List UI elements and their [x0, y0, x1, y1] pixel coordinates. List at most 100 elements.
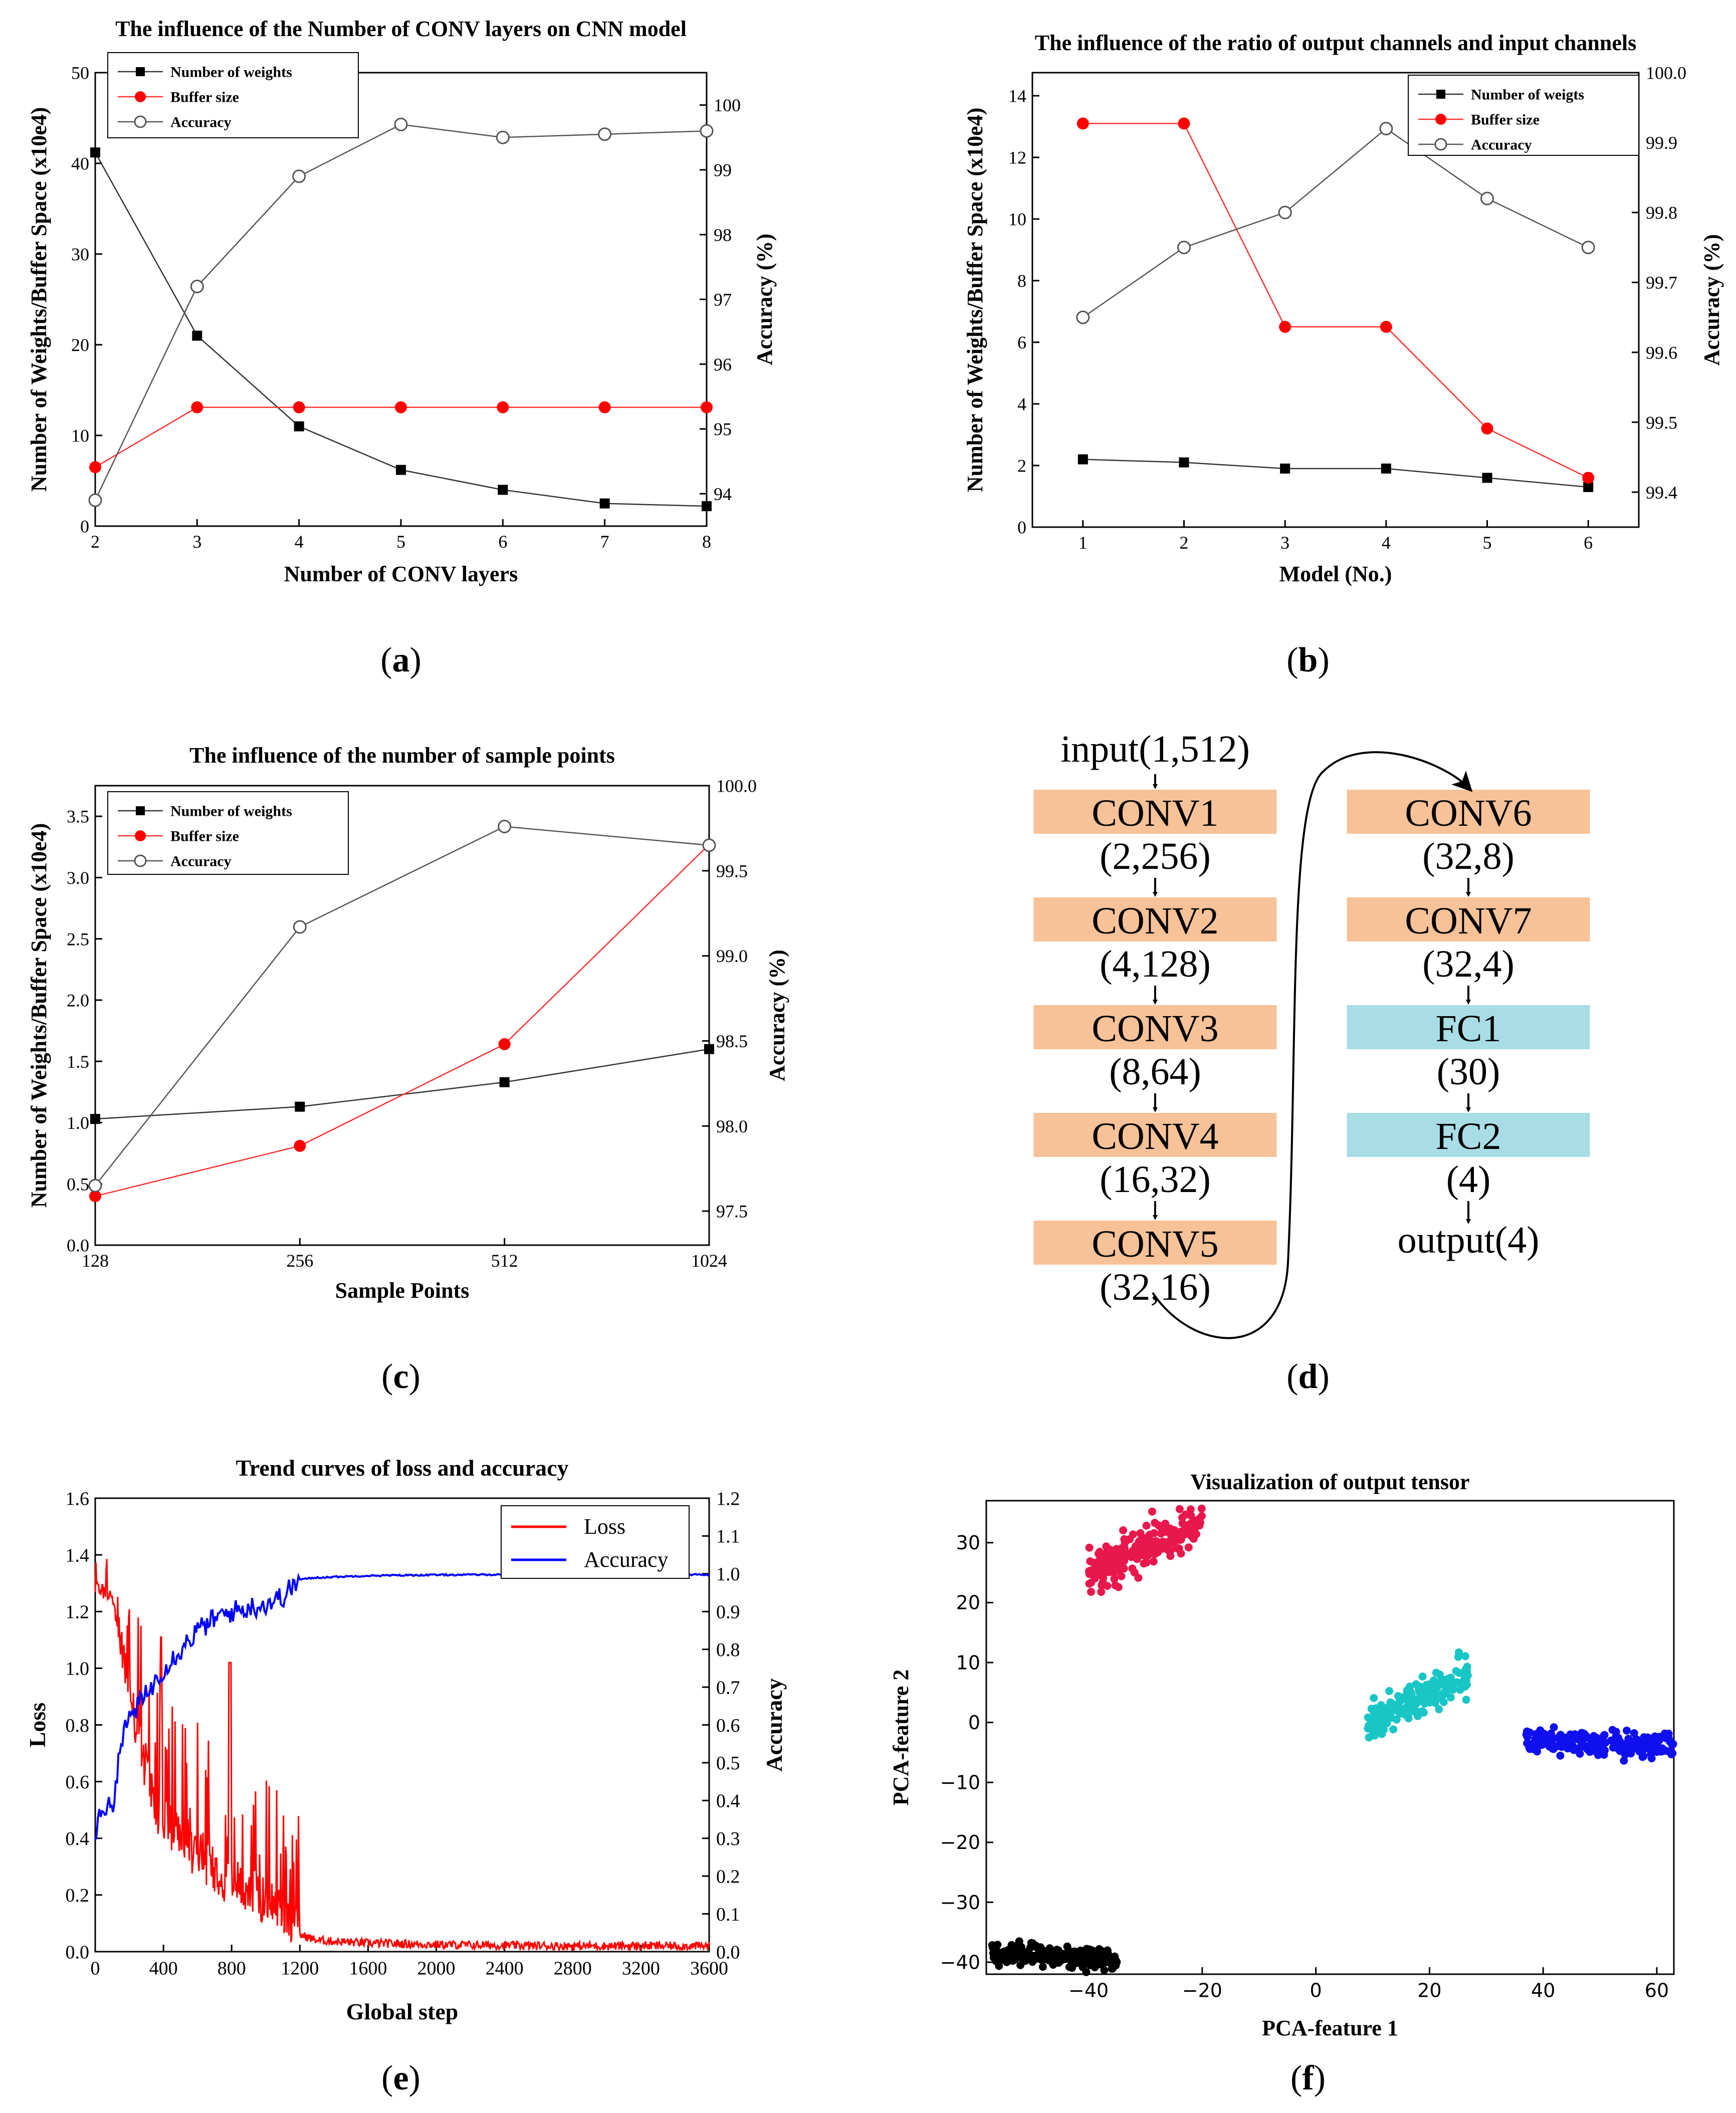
- y-tick-label: 10: [1008, 209, 1026, 229]
- x-tick-label: 3600: [690, 1958, 728, 1979]
- y-tick-label: 0.5: [67, 1174, 89, 1194]
- scatter-point: [1420, 1686, 1429, 1695]
- plot-frame: [94, 785, 710, 1246]
- y2-tick-label: 0.0: [716, 1942, 740, 1963]
- layer-box: [1347, 897, 1590, 942]
- data-point-square: [294, 421, 304, 431]
- panel-label-paren: ): [409, 1357, 420, 1396]
- data-point-open-circle: [190, 280, 204, 294]
- x-tick-label: 128: [82, 1251, 109, 1271]
- data-point-open-circle: [88, 1179, 102, 1193]
- y-tick-label: 20: [71, 335, 89, 355]
- scatter-point: [1556, 1751, 1565, 1760]
- data-point-square: [396, 464, 406, 475]
- plot-frame: [985, 1500, 1675, 1975]
- y-tick-label: 0: [1017, 518, 1026, 538]
- scatter-point: [1150, 1550, 1159, 1558]
- scatter-point: [1134, 1574, 1143, 1582]
- scatter-point: [1120, 1564, 1128, 1573]
- data-point-square: [499, 1077, 510, 1087]
- scatter-point: [1381, 1705, 1390, 1714]
- scatter-point: [1522, 1731, 1531, 1739]
- y-tick-label: 0: [968, 1712, 980, 1734]
- y2-tick-label: 94: [714, 484, 732, 504]
- x-tick-label: 1200: [281, 1958, 319, 1979]
- legend-label: Number of weights: [170, 803, 292, 820]
- scatter-point: [1460, 1671, 1469, 1680]
- legend-label: Number of weigts: [1471, 87, 1584, 103]
- scatter-point: [1149, 1557, 1158, 1566]
- panel-label: (c): [381, 1357, 420, 1396]
- scatter-point: [1157, 1523, 1165, 1531]
- scatter-point: [1140, 1559, 1148, 1568]
- layer-box: [1033, 1113, 1277, 1157]
- y-tick-label: −20: [940, 1831, 980, 1853]
- y-tick-label: 10: [956, 1652, 980, 1674]
- scatter-point: [1560, 1734, 1568, 1743]
- scatter-point: [1049, 1950, 1058, 1959]
- data-point-circle: [1435, 114, 1446, 125]
- scatter-point: [1549, 1745, 1558, 1753]
- y2-tick-label: 99: [714, 160, 732, 180]
- scatter-point: [1097, 1588, 1106, 1596]
- data-point-circle: [1178, 117, 1190, 130]
- scatter-point: [1100, 1566, 1108, 1574]
- scatter-point: [1016, 1961, 1025, 1969]
- scatter-point: [1146, 1530, 1154, 1539]
- scatter-point: [1110, 1575, 1119, 1583]
- scatter-point: [1111, 1581, 1120, 1589]
- layer-name: CONV2: [1092, 900, 1218, 942]
- data-point-open-circle: [598, 127, 612, 141]
- x-tick-label: 256: [286, 1251, 313, 1271]
- x-tick-label: 2: [91, 532, 100, 552]
- scatter-point: [1653, 1736, 1661, 1745]
- data-point-open-circle: [496, 130, 510, 144]
- series-line-1: [1082, 123, 1589, 479]
- data-point-open-circle: [700, 124, 714, 138]
- scatter-point: [1178, 1528, 1187, 1537]
- y2-tick-label: 97: [714, 290, 732, 310]
- scatter-point: [1661, 1734, 1670, 1742]
- y-tick-label: −30: [940, 1892, 980, 1914]
- panel-label-paren: ): [1318, 641, 1329, 679]
- data-point-circle: [1076, 117, 1089, 130]
- scatter-point: [1399, 1706, 1407, 1715]
- y2-tick-label: 0.1: [716, 1904, 740, 1925]
- scatter-point: [1087, 1587, 1096, 1596]
- series-line-loss: [94, 1559, 710, 1953]
- data-point-square: [1381, 463, 1391, 474]
- y-axis-label: PCA-feature 2: [889, 1670, 913, 1806]
- y-tick-label: 4: [1017, 394, 1026, 414]
- chart-panel-c: The influence of the number of sample po…: [27, 743, 789, 1303]
- data-point-open-circle: [1480, 191, 1494, 205]
- y-tick-label: 1.0: [66, 1659, 90, 1680]
- data-point-open-circle: [702, 838, 716, 852]
- scatter-point: [1424, 1680, 1433, 1689]
- layer-shape: (32,16): [1100, 1266, 1211, 1308]
- y2-tick-label: 99.5: [716, 861, 748, 881]
- data-point-square: [90, 1114, 100, 1124]
- y-axis-label: Loss: [25, 1703, 50, 1747]
- scatter-point: [1630, 1729, 1638, 1737]
- layer-box: [1033, 897, 1277, 942]
- scatter-point: [1378, 1730, 1386, 1738]
- scatter-point: [1187, 1523, 1195, 1532]
- scatter-point: [1432, 1681, 1441, 1690]
- y-tick-label: −40: [940, 1951, 980, 1973]
- layer-shape: (2,256): [1100, 835, 1211, 877]
- x-axis-label: PCA-feature 1: [1262, 2016, 1398, 2040]
- scatter-point: [1456, 1686, 1464, 1694]
- layer-box: [1033, 1005, 1277, 1049]
- layer-shape: (16,32): [1100, 1158, 1211, 1201]
- data-point-circle: [89, 1190, 101, 1203]
- layer-shape: (32,4): [1422, 943, 1514, 985]
- y-tick-label: 2.5: [67, 929, 89, 949]
- y2-tick-label: 98: [714, 225, 732, 245]
- legend-label: Buffer size: [170, 828, 239, 845]
- series-line-1: [95, 844, 710, 1197]
- layer-name: CONV3: [1092, 1008, 1218, 1050]
- y2-tick-label: 100.0: [716, 776, 757, 796]
- scatter-point: [1091, 1954, 1100, 1962]
- data-point-circle: [1380, 321, 1392, 333]
- y2-axis-label: Accuracy (%): [765, 950, 789, 1081]
